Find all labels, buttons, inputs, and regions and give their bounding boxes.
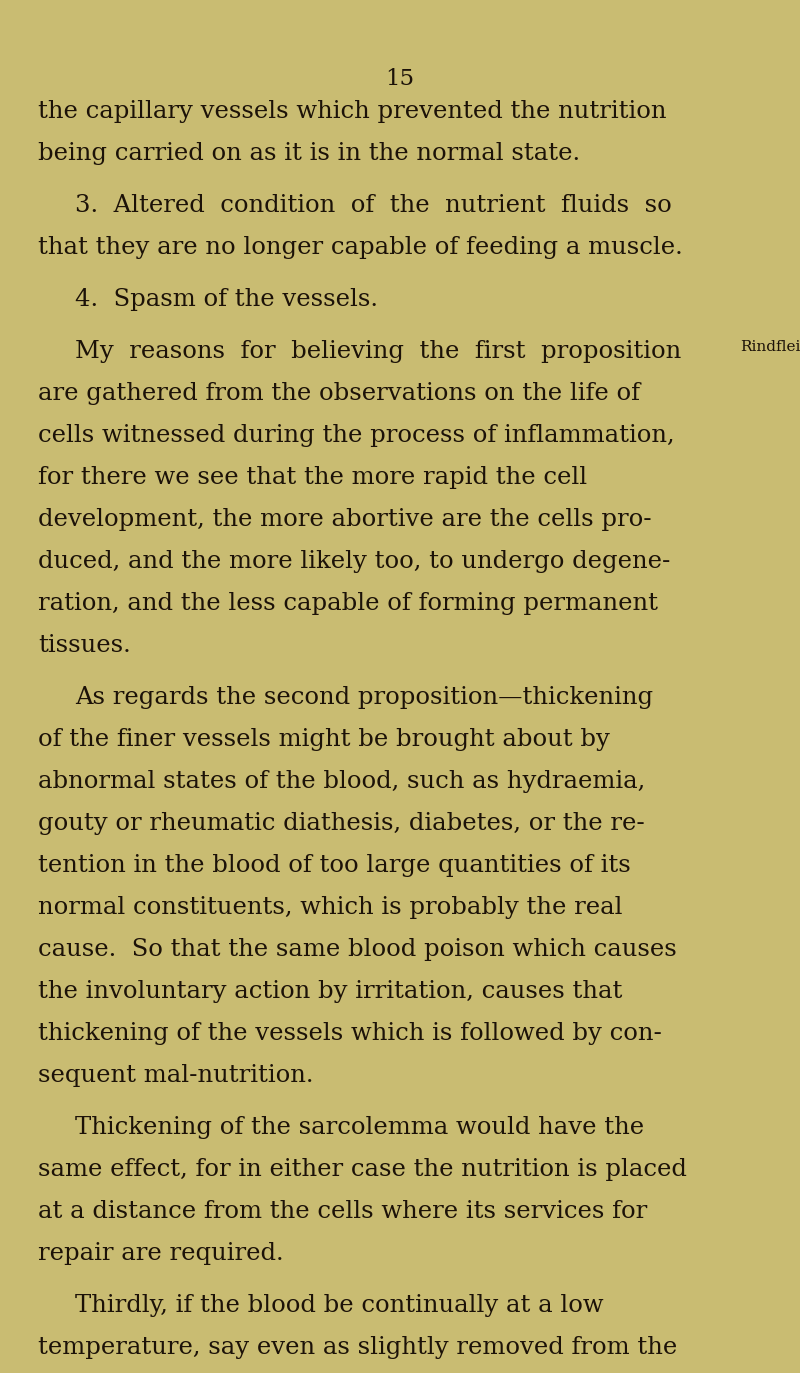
Text: abnormal states of the blood, such as hydraemia,: abnormal states of the blood, such as hy… bbox=[38, 770, 646, 794]
Text: gouty or rheumatic diathesis, diabetes, or the re-: gouty or rheumatic diathesis, diabetes, … bbox=[38, 811, 645, 835]
Text: Thirdly, if the blood be continually at a low: Thirdly, if the blood be continually at … bbox=[75, 1293, 604, 1317]
Text: Rindfleisch.: Rindfleisch. bbox=[740, 341, 800, 354]
Text: temperature, say even as slightly removed from the: temperature, say even as slightly remove… bbox=[38, 1336, 678, 1359]
Text: at a distance from the cells where its services for: at a distance from the cells where its s… bbox=[38, 1200, 647, 1223]
Text: same effect, for in either case the nutrition is placed: same effect, for in either case the nutr… bbox=[38, 1157, 687, 1181]
Text: normal constituents, which is probably the real: normal constituents, which is probably t… bbox=[38, 897, 622, 919]
Text: that they are no longer capable of feeding a muscle.: that they are no longer capable of feedi… bbox=[38, 236, 682, 259]
Text: repair are required.: repair are required. bbox=[38, 1243, 284, 1265]
Text: 4.  Spasm of the vessels.: 4. Spasm of the vessels. bbox=[75, 288, 378, 312]
Text: sequent mal-nutrition.: sequent mal-nutrition. bbox=[38, 1064, 314, 1087]
Text: cause.  So that the same blood poison which causes: cause. So that the same blood poison whi… bbox=[38, 938, 677, 961]
Text: ration, and the less capable of forming permanent: ration, and the less capable of forming … bbox=[38, 592, 658, 615]
Text: of the finer vessels might be brought about by: of the finer vessels might be brought ab… bbox=[38, 728, 610, 751]
Text: are gathered from the observations on the life of: are gathered from the observations on th… bbox=[38, 382, 640, 405]
Text: tention in the blood of too large quantities of its: tention in the blood of too large quanti… bbox=[38, 854, 630, 877]
Text: thickening of the vessels which is followed by con-: thickening of the vessels which is follo… bbox=[38, 1022, 662, 1045]
Text: duced, and the more likely too, to undergo degene-: duced, and the more likely too, to under… bbox=[38, 551, 670, 573]
Text: 3.  Altered  condition  of  the  nutrient  fluids  so: 3. Altered condition of the nutrient flu… bbox=[75, 194, 672, 217]
Text: Thickening of the sarcolemma would have the: Thickening of the sarcolemma would have … bbox=[75, 1116, 644, 1140]
Text: for there we see that the more rapid the cell: for there we see that the more rapid the… bbox=[38, 465, 587, 489]
Text: being carried on as it is in the normal state.: being carried on as it is in the normal … bbox=[38, 141, 580, 165]
Text: development, the more abortive are the cells pro-: development, the more abortive are the c… bbox=[38, 508, 652, 531]
Text: My  reasons  for  believing  the  first  proposition: My reasons for believing the first propo… bbox=[75, 341, 682, 362]
Text: As regards the second proposition—thickening: As regards the second proposition—thicke… bbox=[75, 686, 653, 708]
Text: cells witnessed during the process of inflammation,: cells witnessed during the process of in… bbox=[38, 424, 674, 448]
Text: the capillary vessels which prevented the nutrition: the capillary vessels which prevented th… bbox=[38, 100, 666, 124]
Text: 15: 15 bbox=[386, 69, 414, 91]
Text: the involuntary action by irritation, causes that: the involuntary action by irritation, ca… bbox=[38, 980, 622, 1004]
Text: tissues.: tissues. bbox=[38, 634, 130, 658]
